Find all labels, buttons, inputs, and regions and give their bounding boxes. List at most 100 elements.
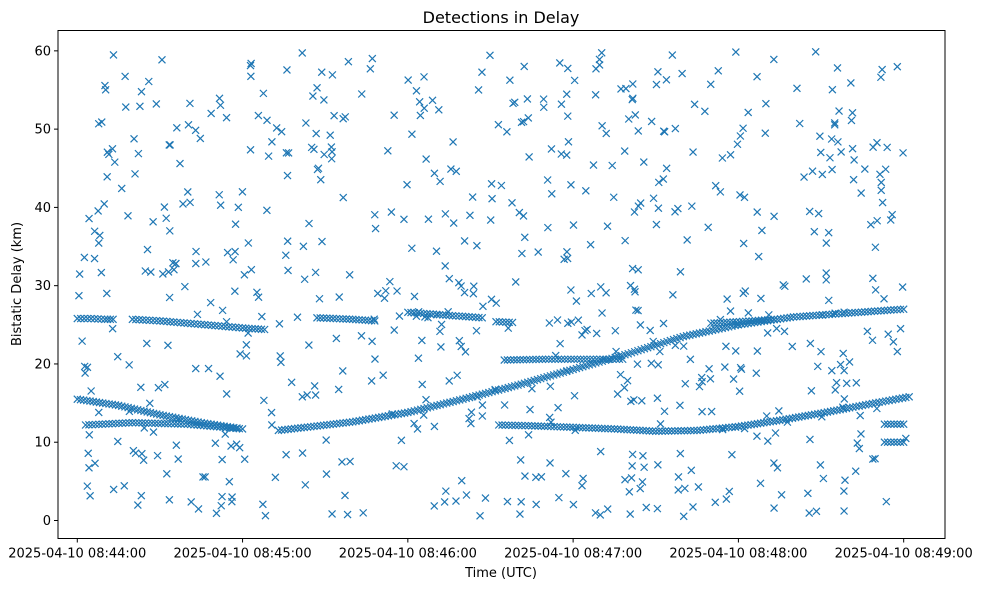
detection-marker [839,405,848,413]
detection-marker [679,342,688,351]
detection-marker [525,355,534,364]
detection-marker [620,147,629,155]
detection-marker [180,282,189,291]
detection-marker [905,392,914,401]
detection-marker [414,354,423,363]
detection-marker [805,207,814,216]
detection-marker [388,409,397,418]
detection-marker [472,241,481,250]
detection-marker [254,111,263,120]
detection-marker [131,169,139,178]
detection-marker [428,96,437,105]
detection-marker [200,320,209,329]
detection-marker [736,132,745,140]
detection-marker [739,239,748,248]
detection-marker [628,450,637,459]
detection-marker [187,497,196,506]
detection-marker [385,277,394,286]
detection-marker [671,124,680,133]
detection-marker [763,437,772,446]
detection-marker [136,383,145,392]
detection-marker [334,385,343,394]
detection-marker [604,424,613,433]
detection-marker [293,313,302,322]
detection-marker [612,355,621,364]
detection-marker [856,411,865,420]
detection-marker [140,423,149,432]
detection-marker [505,436,514,445]
detection-marker [345,418,354,427]
detection-marker [571,426,580,435]
detection-marker [341,491,349,500]
detection-marker [616,425,625,434]
detection-marker [191,259,200,268]
detection-marker [121,103,130,111]
detection-marker [851,467,860,476]
detection-marker [766,417,775,426]
detection-marker [819,474,828,483]
detection-marker [899,305,908,314]
detection-marker [515,208,524,217]
detection-marker [869,143,878,152]
detection-marker [394,410,403,419]
detection-marker [381,286,390,295]
detection-marker [384,411,393,420]
detection-marker [634,127,643,135]
detection-marker [896,305,905,314]
detection-marker [455,312,464,321]
detection-marker [502,127,511,136]
detection-marker [322,436,331,444]
detection-marker [852,378,861,387]
detection-marker [700,107,709,116]
detection-marker [452,497,460,506]
detection-marker [466,211,474,220]
detection-marker [327,154,336,163]
detection-marker [413,425,422,433]
detection-marker [556,339,565,348]
detection-marker [566,286,575,294]
detection-marker [298,48,307,57]
detection-marker [689,426,698,435]
detection-marker [579,474,588,483]
detection-marker [259,89,268,98]
detection-marker [739,124,748,133]
detection-marker [455,336,464,345]
x-tick-label: 2025-04-10 08:49:00 [835,547,973,562]
detection-marker [716,315,725,324]
detection-marker [880,438,889,447]
detection-marker [257,325,266,334]
detection-marker [570,355,579,364]
detection-marker [822,269,831,277]
detection-marker [613,390,622,398]
detection-marker [276,352,285,360]
detection-marker [771,429,780,437]
detection-marker [121,72,130,81]
detection-marker [433,310,441,319]
detection-marker [818,310,827,319]
detection-marker [368,337,377,346]
detection-marker [789,313,798,321]
detection-marker [660,407,669,416]
detection-marker [154,383,163,392]
detection-marker [224,322,233,331]
detection-marker [494,421,503,429]
detection-marker [498,318,507,326]
detection-marker [689,148,697,157]
detection-marker [805,311,814,320]
detection-marker [896,324,905,333]
detection-marker [230,287,239,296]
detection-marker [173,420,182,428]
detection-marker [328,70,337,79]
detection-marker [138,315,147,324]
detection-marker [833,64,842,72]
detection-marker [780,327,789,336]
detection-marker [281,251,290,260]
detection-marker [400,409,409,417]
detection-marker [722,342,730,351]
detection-marker [267,421,276,429]
detection-marker [157,419,166,428]
detection-marker [87,387,96,395]
detection-marker [111,419,120,428]
detection-marker [94,315,102,323]
detection-marker [563,247,571,256]
